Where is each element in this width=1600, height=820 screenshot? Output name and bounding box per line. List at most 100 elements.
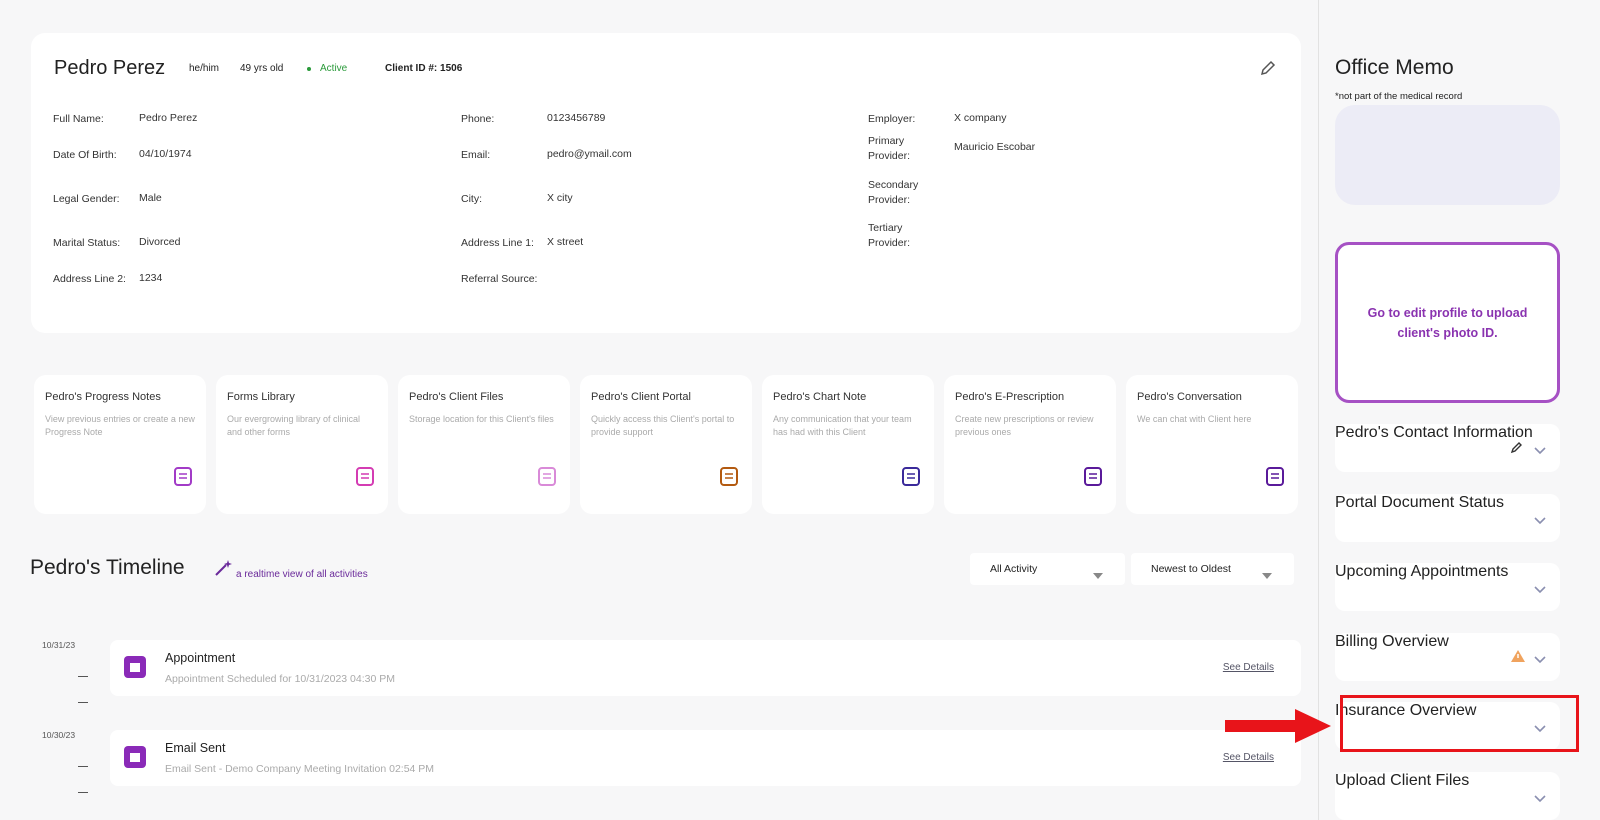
card-description: Our evergrowing library of clinical and … (227, 414, 361, 437)
sidebar-section[interactable]: Pedro's Contact Information (1335, 424, 1560, 472)
section-title: Billing Overview (1335, 632, 1449, 650)
shortcut-card[interactable]: Pedro's Client Portal Quickly access this… (580, 375, 752, 514)
filter-label: All Activity (990, 563, 1038, 575)
entry-icon (124, 656, 146, 683)
chevron (1534, 720, 1546, 738)
pronouns: he/him (189, 63, 220, 74)
card-description: We can chat with Client here (1137, 414, 1252, 424)
sidebar-section[interactable]: Upcoming Appointments (1335, 563, 1560, 611)
section-title: Upload Client Files (1335, 771, 1470, 789)
sidebar-section[interactable]: Upload Client Files (1335, 771, 1560, 820)
timeline-dash (78, 766, 88, 767)
card-icon (718, 465, 740, 492)
field-label: Address Line 1: (461, 237, 534, 249)
entry-title: Appointment (165, 651, 236, 665)
field-label: Primary Provider: (868, 135, 911, 162)
shortcut-card[interactable]: Pedro's Client Files Storage location for… (398, 375, 570, 514)
entry-date: 10/31/23 (42, 640, 76, 650)
card-description: Storage location for this Client's files (409, 414, 554, 424)
sidebar-section[interactable]: Insurance Overview (1335, 702, 1560, 750)
card-description: Any communication that your team has had… (773, 414, 912, 437)
timeline-dash (78, 792, 88, 793)
client-id: Client ID #: 1506 (385, 63, 463, 74)
age: 49 yrs old (240, 63, 284, 74)
photo-box[interactable]: Go to edit profile to upload client's ph… (1335, 242, 1560, 403)
field-label: Referral Source: (461, 273, 538, 285)
annotation-arrow (1225, 709, 1331, 743)
field-label: Legal Gender: (53, 193, 120, 205)
field-label: Phone: (461, 113, 495, 125)
timeline-title: Pedro's Timeline (30, 556, 185, 579)
card-title: Pedro's Client Files (409, 391, 504, 403)
field-value: X city (547, 192, 573, 204)
chevron (1534, 790, 1546, 808)
card-title: Pedro's E-Prescription (955, 391, 1065, 403)
timeline-subtitle: a realtime view of all activities (236, 569, 368, 580)
field-label: Email: (461, 149, 491, 161)
memo-box[interactable] (1335, 105, 1560, 205)
timeline-dash (78, 702, 88, 703)
card-icon (172, 465, 194, 492)
field-label: Address Line 2: (53, 273, 126, 285)
edit-icon (1510, 440, 1524, 459)
card-description: Quickly access this Client's portal to p… (591, 414, 735, 437)
filter-dropdown[interactable]: Newest to Oldest (1131, 553, 1294, 585)
card-description: View previous entries or create a new Pr… (45, 414, 195, 437)
shortcut-card[interactable]: Pedro's Conversation We can chat with Cli… (1126, 375, 1298, 514)
field-value: Mauricio Escobar (954, 141, 1036, 153)
card-title: Forms Library (227, 391, 295, 403)
card-title: Pedro's Conversation (1137, 391, 1242, 403)
field-value: 04/10/1974 (139, 148, 192, 160)
field-value: 0123456789 (547, 112, 606, 124)
status-dot (307, 67, 311, 71)
memo-note: *not part of the medical record (1335, 91, 1463, 102)
field-label: Employer: (868, 113, 916, 125)
section-title: Portal Document Status (1335, 493, 1504, 511)
card-icon (900, 465, 922, 492)
chevron (1534, 442, 1546, 460)
sidebar-section[interactable]: Portal Document Status (1335, 493, 1560, 542)
entry-description: Appointment Scheduled for 10/31/2023 04:… (165, 673, 395, 685)
memo-title: Office Memo (1335, 56, 1454, 79)
field-label: Marital Status: (53, 237, 121, 249)
entry-date: 10/30/23 (42, 730, 76, 740)
see-details-link[interactable]: See Details (1222, 662, 1274, 673)
card-title: Pedro's Chart Note (773, 391, 867, 403)
see-details-link[interactable]: See Details (1222, 752, 1274, 763)
card-icon (354, 465, 376, 492)
highlight-box (1340, 695, 1579, 752)
timeline-entry: Email Sent Email Sent - Demo Company Meet… (110, 730, 1301, 786)
entry-title: Email Sent (165, 741, 226, 755)
shortcut-card[interactable]: Forms Library Our evergrowing library of … (216, 375, 388, 514)
divider (1318, 0, 1319, 820)
client-name: Pedro Perez (54, 57, 166, 79)
field-value: 1234 (139, 272, 163, 284)
field-value: Divorced (139, 236, 181, 248)
shortcut-card[interactable]: Pedro's E-Prescription Create new prescri… (944, 375, 1116, 514)
entry-icon (124, 746, 146, 773)
field-label: City: (461, 193, 482, 205)
field-label: Tertiary Provider: (868, 222, 911, 249)
card-icon (536, 465, 558, 492)
chevron (1534, 581, 1546, 599)
profile-card: Pedro Perez he/him 49 yrs old Active Cli… (31, 33, 1301, 333)
card-title: Pedro's Progress Notes (45, 391, 161, 403)
shortcut-card[interactable]: Pedro's Progress Notes View previous entr… (34, 375, 206, 514)
section-title: Insurance Overview (1335, 702, 1477, 719)
field-label: Secondary Provider: (868, 179, 919, 206)
card-title: Pedro's Client Portal (591, 391, 691, 403)
timeline-dash (78, 676, 88, 677)
warning-icon (1510, 649, 1526, 668)
chevron (1534, 512, 1546, 530)
sidebar-section[interactable]: Billing Overview (1335, 632, 1560, 681)
shortcut-card[interactable]: Pedro's Chart Note Any communication that… (762, 375, 934, 514)
filter-dropdown[interactable]: All Activity (970, 553, 1125, 585)
field-value: X company (954, 112, 1007, 124)
entry-description: Email Sent - Demo Company Meeting Invita… (165, 763, 435, 775)
section-title: Upcoming Appointments (1335, 563, 1509, 580)
field-value: X street (547, 236, 584, 248)
card-icon (1264, 465, 1286, 492)
edit-icon[interactable] (1259, 59, 1277, 77)
wand-icon (215, 560, 232, 576)
